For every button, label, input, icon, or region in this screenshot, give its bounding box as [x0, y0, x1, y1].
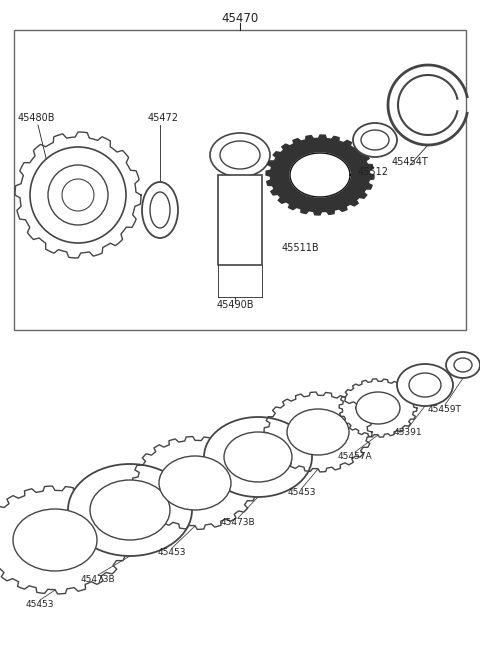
Ellipse shape — [409, 373, 441, 397]
Ellipse shape — [30, 147, 126, 243]
Text: 45453: 45453 — [288, 488, 316, 497]
Text: 45453: 45453 — [158, 548, 186, 557]
Ellipse shape — [48, 165, 108, 225]
Ellipse shape — [204, 417, 312, 497]
Text: 45459T: 45459T — [428, 405, 462, 414]
Ellipse shape — [224, 432, 292, 482]
Text: 45473B: 45473B — [221, 518, 255, 527]
Ellipse shape — [287, 409, 349, 455]
Ellipse shape — [220, 141, 260, 169]
Text: 45472: 45472 — [148, 113, 179, 123]
Ellipse shape — [68, 464, 192, 556]
Bar — [218, 175, 262, 265]
Bar — [14, 30, 466, 330]
Text: 45453: 45453 — [26, 600, 54, 609]
Ellipse shape — [90, 480, 170, 540]
Ellipse shape — [159, 456, 231, 510]
Text: 45473B: 45473B — [81, 575, 115, 584]
Ellipse shape — [397, 364, 453, 406]
Ellipse shape — [210, 133, 270, 177]
Polygon shape — [266, 135, 374, 215]
Ellipse shape — [353, 123, 397, 157]
Ellipse shape — [13, 509, 97, 571]
Text: 45454T: 45454T — [392, 157, 429, 167]
Text: 45457A: 45457A — [338, 452, 372, 461]
Ellipse shape — [142, 182, 178, 238]
Polygon shape — [290, 153, 350, 197]
Text: 45490B: 45490B — [216, 300, 254, 310]
Ellipse shape — [62, 179, 94, 211]
Ellipse shape — [356, 392, 400, 424]
Ellipse shape — [446, 352, 480, 378]
Text: 45511B: 45511B — [281, 243, 319, 253]
Text: 45391: 45391 — [394, 428, 422, 437]
Text: 45512: 45512 — [358, 167, 389, 177]
Text: 45470: 45470 — [221, 12, 259, 24]
Ellipse shape — [361, 130, 389, 150]
Ellipse shape — [454, 358, 472, 372]
Ellipse shape — [150, 192, 170, 228]
Text: 45480B: 45480B — [18, 113, 56, 123]
